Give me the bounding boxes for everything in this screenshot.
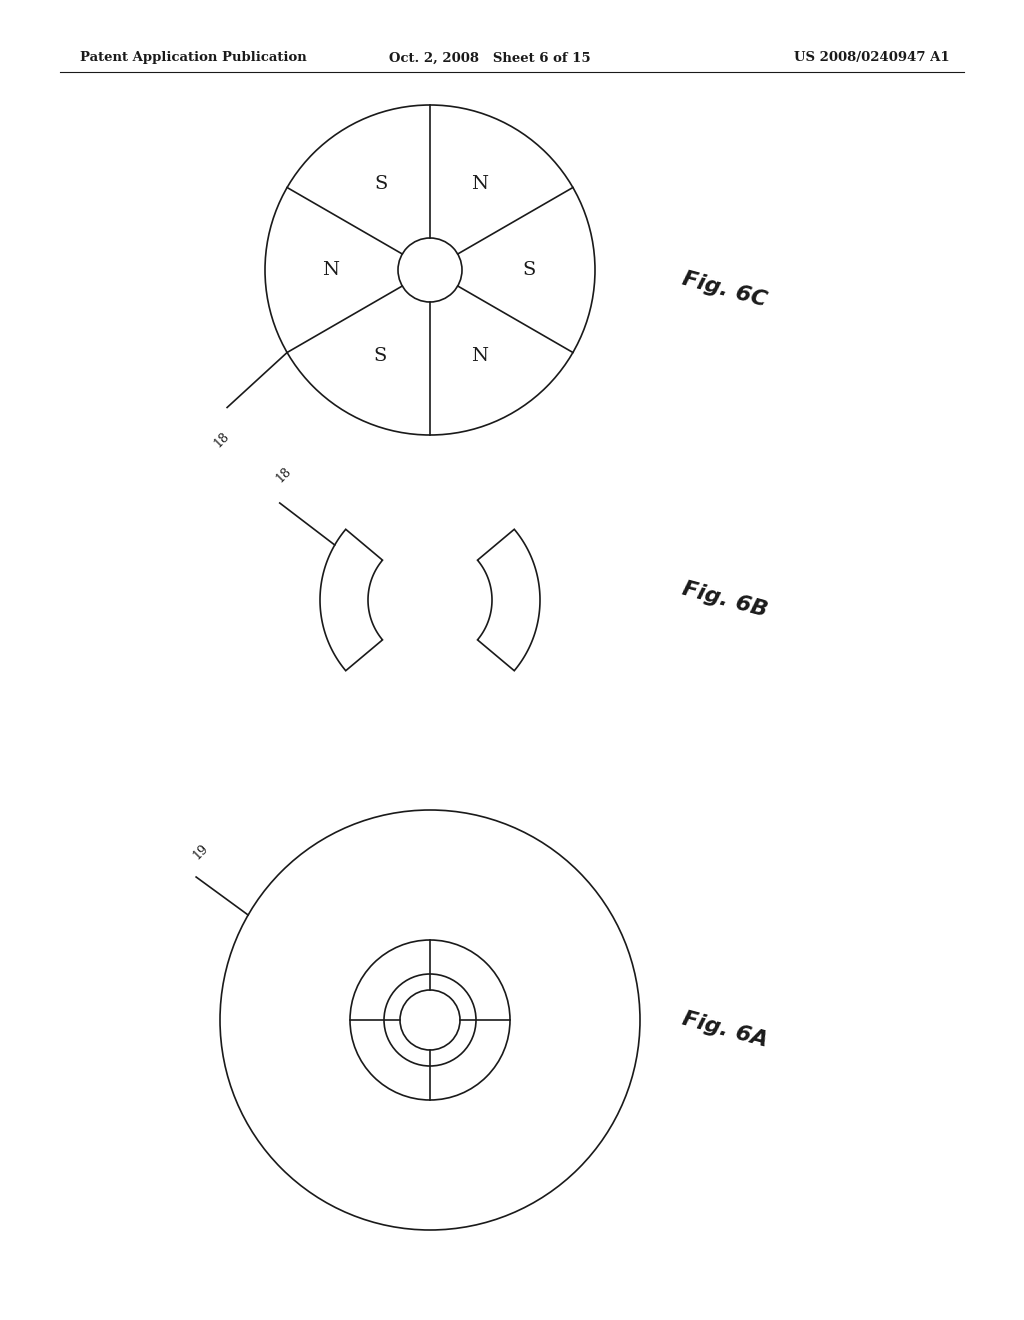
Polygon shape: [477, 529, 540, 671]
Text: Fig. 6B: Fig. 6B: [680, 579, 770, 620]
Circle shape: [400, 990, 460, 1049]
Text: S: S: [374, 347, 387, 364]
Text: Oct. 2, 2008   Sheet 6 of 15: Oct. 2, 2008 Sheet 6 of 15: [389, 51, 591, 65]
Polygon shape: [321, 529, 383, 671]
Text: 19: 19: [189, 842, 210, 862]
Text: Fig. 6A: Fig. 6A: [680, 1008, 770, 1051]
Text: Patent Application Publication: Patent Application Publication: [80, 51, 307, 65]
Text: 18: 18: [212, 429, 232, 450]
Text: N: N: [471, 176, 488, 193]
Text: Fig. 6C: Fig. 6C: [680, 269, 769, 312]
Text: S: S: [374, 176, 387, 193]
Text: N: N: [323, 261, 340, 279]
Text: US 2008/0240947 A1: US 2008/0240947 A1: [795, 51, 950, 65]
Text: N: N: [471, 347, 488, 364]
Text: 18: 18: [273, 465, 294, 484]
Text: S: S: [522, 261, 536, 279]
Circle shape: [398, 238, 462, 302]
